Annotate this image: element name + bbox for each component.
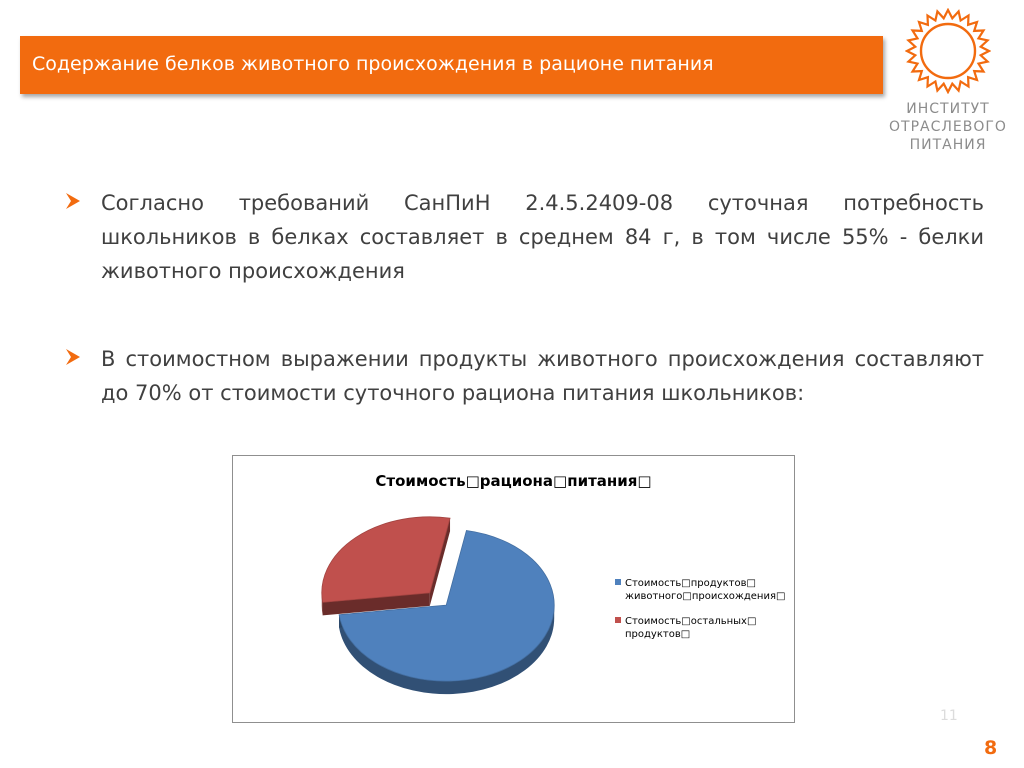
page-number: 11 (940, 708, 958, 724)
legend-label-line: продуктов□ (625, 629, 690, 640)
legend-label-line: Стоимость□продуктов□ (625, 578, 756, 589)
logo-rays (905, 8, 991, 94)
slide-title-bar: Содержание белков животного происхождени… (20, 36, 883, 94)
logo-line-3: ПИТАНИЯ (909, 137, 987, 153)
legend-label-2: Стоимость□остальных□ продуктов□ (625, 616, 756, 640)
sun-logo-icon (905, 8, 991, 94)
institute-logo: ИНСТИТУТ ОТРАСЛЕВОГО ПИТАНИЯ (878, 8, 1018, 158)
legend-swatch-1 (615, 579, 621, 585)
pie-slice-2 (321, 516, 451, 603)
arrow-bullet-icon (66, 349, 80, 365)
legend-swatch-2 (615, 617, 621, 623)
slide-number: 8 (984, 737, 998, 759)
logo-ring (919, 22, 977, 80)
pie-slice-side-1 (339, 605, 555, 695)
bullet-text-2: В стоимостном выражении продукты животно… (101, 347, 984, 405)
slide-title: Содержание белков животного происхождени… (32, 53, 714, 75)
legend-label-line: животного□происхождения□ (625, 591, 785, 602)
logo-line-1: ИНСТИТУТ (906, 101, 990, 117)
legend-label-1: Стоимость□продуктов□ животного□происхожде… (625, 578, 785, 602)
chart-title: Стоимость□рациона□питания□ (375, 472, 652, 490)
bullet-text-1: Согласно требований СанПиН 2.4.5.2409-08… (101, 191, 984, 283)
arrow-bullet-icon (66, 193, 80, 209)
pie-chart-canvas: Стоимость□продуктов□ животного□происхожде… (321, 516, 785, 695)
pie-slice-edge-2-2 (429, 518, 451, 606)
cost-pie-chart: Стоимость□рациона□питания□ Стоимость□про… (232, 455, 795, 723)
logo-line-2: ОТРАСЛЕВОГО (889, 119, 1007, 135)
legend-label-line: Стоимость□остальных□ (625, 616, 756, 627)
pie-slice-1 (338, 530, 555, 682)
pie-slice-edge-2-1 (322, 592, 430, 616)
